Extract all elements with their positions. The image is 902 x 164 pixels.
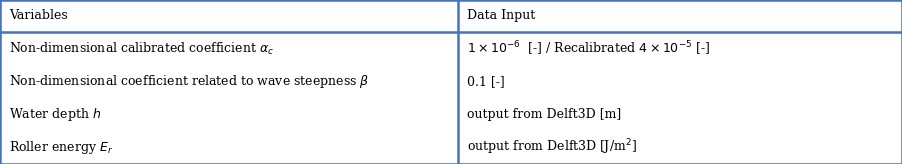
Text: Non-dimensional coefficient related to wave steepness $\beta$: Non-dimensional coefficient related to w… — [9, 73, 370, 90]
Text: output from Delft3D [J/m$^2$]: output from Delft3D [J/m$^2$] — [467, 138, 637, 157]
Text: $1 \times 10^{-6}$  [-] / Recalibrated $4 \times 10^{-5}$ [-]: $1 \times 10^{-6}$ [-] / Recalibrated $4… — [467, 39, 711, 58]
Text: 0.1 [-]: 0.1 [-] — [467, 75, 505, 88]
Text: Roller energy $E_r$: Roller energy $E_r$ — [9, 139, 113, 156]
Text: output from Delft3D [m]: output from Delft3D [m] — [467, 108, 621, 121]
Text: Water depth $h$: Water depth $h$ — [9, 106, 101, 123]
Text: Variables: Variables — [9, 10, 68, 22]
Text: Non-dimensional calibrated coefficient $\alpha_c$: Non-dimensional calibrated coefficient $… — [9, 41, 274, 57]
Text: Data Input: Data Input — [467, 10, 536, 22]
